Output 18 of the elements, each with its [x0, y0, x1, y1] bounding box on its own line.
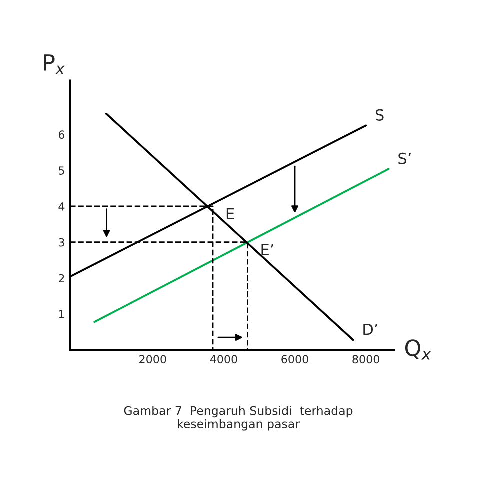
series-label: D’	[364, 324, 378, 336]
text: Gambar 7 Pengaruh Subsidi terhadap keseimbangan pasar	[124, 406, 353, 431]
annotation: E’	[262, 244, 274, 256]
x-tick-label: 2000	[140, 355, 166, 364]
x-tick-label: 4000	[210, 355, 238, 364]
x-axis-title: Q$_{x}$	[405, 340, 432, 360]
series-label: S	[376, 109, 384, 121]
y-tick-label: 3	[59, 238, 64, 247]
x-tick-label: 8000	[352, 355, 380, 364]
y-axis-title: P$_{x}$	[44, 54, 66, 74]
y-tick-label: 1	[59, 310, 64, 318]
y-tick-label: 4	[58, 202, 65, 211]
annotation: E	[226, 208, 234, 220]
y-tick-label: 5	[59, 166, 64, 175]
y-tick-label: 2	[59, 274, 64, 283]
series-label: S’	[398, 152, 411, 164]
x-tick-label: 6000	[282, 355, 308, 364]
y-tick-label: 6	[58, 130, 65, 140]
